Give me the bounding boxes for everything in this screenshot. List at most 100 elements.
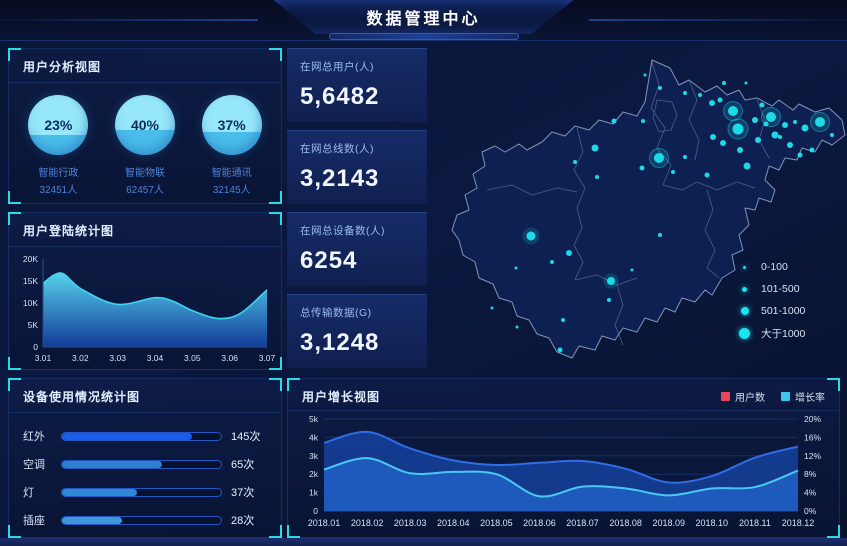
legend-label: 增长率 — [795, 393, 825, 404]
svg-text:0%: 0% — [804, 506, 817, 516]
map-legend-dot-box — [737, 327, 752, 339]
panel-login-stats: 用户登陆统计图 0 5K 10K 15K 20K 3.01 3.02 3.03 3.04 3.05… — [8, 212, 282, 370]
device-bar-row: 灯 37次 — [23, 484, 269, 500]
svg-text:4%: 4% — [804, 488, 817, 498]
stat-label: 总传输数据(G) — [300, 307, 372, 319]
gauge-circle: 40% — [114, 95, 175, 155]
svg-text:2018.04: 2018.04 — [437, 518, 470, 528]
svg-text:2018.03: 2018.03 — [394, 518, 427, 528]
svg-text:2018.12: 2018.12 — [782, 518, 815, 528]
svg-text:3.04: 3.04 — [147, 353, 164, 363]
panel-title-device-usage: 设备使用情况统计图 — [9, 379, 281, 413]
svg-text:2k: 2k — [309, 469, 319, 479]
device-bar-fill — [62, 460, 163, 468]
legend-swatch-icon — [721, 392, 730, 401]
svg-text:2018.02: 2018.02 — [351, 518, 384, 528]
svg-text:0: 0 — [313, 506, 318, 516]
gauge-item: 23% 智能行政 32451人 — [20, 95, 96, 196]
gauge-count: 62457人 — [126, 185, 164, 196]
device-bar-list: 红外145次空调65次灯37次插座28次窗帘24次 — [9, 413, 281, 546]
svg-text:4k: 4k — [309, 432, 319, 442]
footer-decoration — [0, 538, 847, 546]
device-bar-track — [61, 487, 222, 497]
corner-decoration — [8, 48, 21, 61]
device-label: 空调 — [23, 459, 45, 471]
panel-user-analysis: 用户分析视图 23% 智能行政 32451人 40% 智能物联 62457人 37% 智能通讯… — [8, 48, 282, 204]
svg-text:20%: 20% — [804, 414, 821, 424]
header-decoration-left — [0, 19, 258, 21]
map-svg — [451, 59, 846, 359]
login-area-chart: 0 5K 10K 15K 20K 3.01 3.02 3.03 3.04 3.05 3.06 3.07 — [23, 254, 275, 363]
stat-value: 6254 — [300, 247, 358, 274]
legend-label: 用户数 — [735, 393, 765, 404]
device-bar-track — [61, 515, 222, 525]
header-title-plate: 数据管理中心 — [273, 0, 574, 34]
device-bar-track — [61, 459, 222, 469]
header-decoration-right — [589, 19, 847, 21]
gauge-percent: 37% — [217, 117, 246, 133]
growth-area-chart: 0 1k 2k 3k 4k 5k 0% 4% 8% 12% 16% 20% 2018.01 2018.02… — [308, 414, 822, 528]
panel-title-login-stats: 用户登陆统计图 — [9, 213, 281, 247]
page-title: 数据管理中心 — [366, 11, 481, 28]
svg-text:8%: 8% — [804, 469, 817, 479]
stat-label: 在网总线数(人) — [300, 143, 374, 155]
corner-decoration — [8, 378, 21, 391]
corner-decoration — [827, 378, 840, 391]
corner-decoration — [8, 525, 21, 538]
header: 数据管理中心 — [0, 0, 847, 41]
svg-text:16%: 16% — [804, 432, 821, 442]
svg-text:2018.09: 2018.09 — [652, 518, 685, 528]
svg-text:3.06: 3.06 — [221, 353, 238, 363]
growth-chart-legend: 用户数 增长率 — [721, 389, 825, 404]
legend-item-增长率[interactable]: 增长率 — [781, 389, 825, 404]
svg-text:3.07: 3.07 — [259, 353, 275, 363]
map-scatter-dots — [490, 73, 834, 353]
stat-label: 在网总用户(人) — [300, 61, 374, 73]
gauge-item: 37% 智能通讯 32145人 — [194, 95, 270, 196]
svg-text:3.03: 3.03 — [109, 353, 126, 363]
corner-decoration — [269, 212, 282, 225]
stat-cards: 在网总用户(人) 5,6482 在网总线数(人) 3,2143 在网总设备数(人) 625… — [287, 48, 427, 376]
device-value: 65次 — [231, 459, 255, 471]
device-bar-row: 插座 28次 — [23, 512, 269, 528]
stat-card: 在网总用户(人) 5,6482 — [287, 48, 427, 122]
map-legend-label: 0-100 — [761, 261, 788, 273]
svg-text:2018.10: 2018.10 — [696, 518, 729, 528]
device-bar-fill — [62, 516, 123, 524]
map-legend-label: 大于1000 — [761, 327, 806, 340]
corner-decoration — [287, 525, 300, 538]
map-legend: 0-100 101-500 501-1000 大于1000 — [737, 256, 805, 344]
corner-decoration — [8, 357, 21, 370]
svg-text:3.05: 3.05 — [184, 353, 201, 363]
map-legend-dot-icon — [743, 265, 746, 269]
gauge-count: 32451人 — [39, 185, 78, 196]
map-legend-label: 101-500 — [761, 283, 800, 295]
legend-item-用户数[interactable]: 用户数 — [721, 389, 765, 404]
svg-text:3.02: 3.02 — [72, 353, 89, 363]
map-legend-row: 501-1000 — [737, 300, 805, 322]
gauge-circle: 23% — [28, 95, 89, 155]
gauge-group: 23% 智能行政 32451人 40% 智能物联 62457人 37% 智能通讯 32145人 — [9, 83, 281, 196]
corner-decoration — [269, 48, 282, 61]
map-legend-label: 501-1000 — [761, 305, 806, 317]
svg-text:10K: 10K — [23, 298, 38, 308]
corner-decoration — [8, 191, 21, 204]
svg-text:2018.01: 2018.01 — [308, 518, 341, 528]
svg-text:15K: 15K — [23, 276, 38, 286]
gauge-label: 智能物联 — [124, 168, 165, 179]
gauge-item: 40% 智能物联 62457人 — [107, 95, 183, 196]
corner-decoration — [269, 191, 282, 204]
map-legend-row: 大于1000 — [737, 322, 805, 344]
svg-text:2018.05: 2018.05 — [480, 518, 513, 528]
stat-label: 在网总设备数(人) — [300, 225, 385, 237]
map-legend-dot-icon — [739, 327, 750, 339]
svg-text:5k: 5k — [309, 414, 319, 424]
device-label: 灯 — [23, 487, 34, 499]
device-bar-row: 红外 145次 — [23, 428, 269, 444]
map-legend-dot-box — [737, 265, 752, 269]
panel-user-growth: 用户增长视图 用户数 增长率 0 1k 2k 3k 4k 5k 0% 4% 8% 12% 16% 20%… — [287, 378, 840, 538]
device-value: 145次 — [231, 431, 261, 443]
device-value: 37次 — [231, 487, 255, 499]
region-map: 0-100 101-500 501-1000 大于1000 — [427, 40, 847, 385]
corner-decoration — [827, 525, 840, 538]
